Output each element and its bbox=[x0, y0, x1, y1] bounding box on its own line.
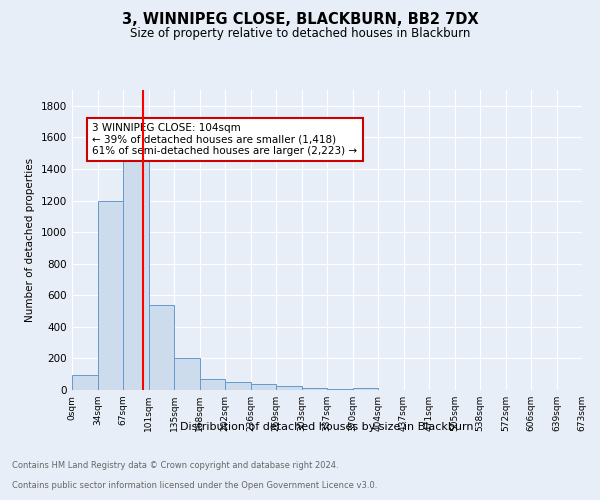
Text: Distribution of detached houses by size in Blackburn: Distribution of detached houses by size … bbox=[180, 422, 474, 432]
Bar bbox=[276, 386, 302, 390]
Text: 3 WINNIPEG CLOSE: 104sqm
← 39% of detached houses are smaller (1,418)
61% of sem: 3 WINNIPEG CLOSE: 104sqm ← 39% of detach… bbox=[92, 123, 358, 156]
Bar bbox=[72, 375, 97, 390]
Bar bbox=[225, 382, 251, 390]
Y-axis label: Number of detached properties: Number of detached properties bbox=[25, 158, 35, 322]
Bar bbox=[353, 388, 378, 390]
Bar bbox=[251, 384, 276, 390]
Text: Contains HM Land Registry data © Crown copyright and database right 2024.: Contains HM Land Registry data © Crown c… bbox=[12, 461, 338, 470]
Bar bbox=[199, 379, 225, 390]
Text: 3, WINNIPEG CLOSE, BLACKBURN, BB2 7DX: 3, WINNIPEG CLOSE, BLACKBURN, BB2 7DX bbox=[122, 12, 478, 28]
Bar bbox=[302, 388, 327, 390]
Bar bbox=[123, 156, 149, 390]
Bar bbox=[174, 358, 199, 390]
Bar bbox=[97, 200, 123, 390]
Bar bbox=[327, 389, 353, 390]
Text: Size of property relative to detached houses in Blackburn: Size of property relative to detached ho… bbox=[130, 28, 470, 40]
Text: Contains public sector information licensed under the Open Government Licence v3: Contains public sector information licen… bbox=[12, 481, 377, 490]
Bar bbox=[149, 304, 174, 390]
